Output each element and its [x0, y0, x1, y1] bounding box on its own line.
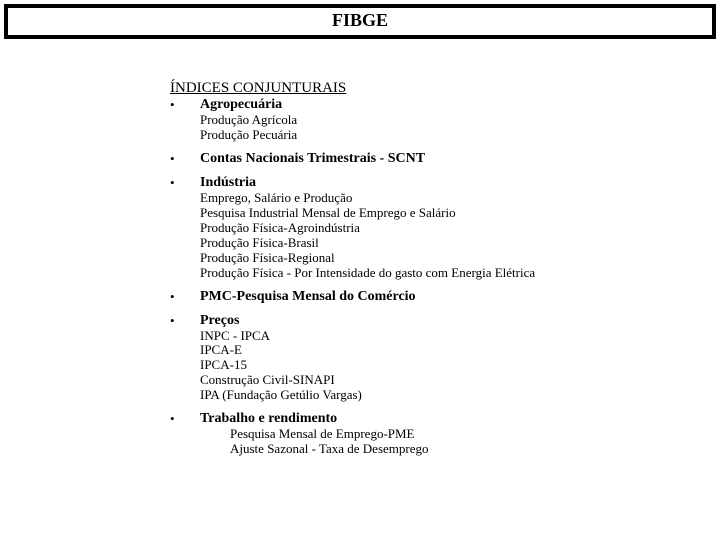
sub-list: INPC - IPCAIPCA-EIPCA-15Construção Civil…	[170, 329, 700, 404]
sub-item: Pesquisa Mensal de Emprego-PME	[230, 427, 700, 442]
bullet-row: •PMC-Pesquisa Mensal do Comércio	[170, 289, 700, 305]
bullet-dot: •	[170, 411, 200, 427]
bullet-item: •Contas Nacionais Trimestrais - SCNT	[170, 151, 700, 167]
bullet-label: Trabalho e rendimento	[200, 411, 337, 427]
sub-list: Emprego, Salário e ProduçãoPesquisa Indu…	[170, 191, 700, 281]
bullet-dot: •	[170, 175, 200, 191]
bullet-label: Preços	[200, 313, 239, 329]
header-box: FIBGE	[4, 4, 716, 39]
sub-item: IPA (Fundação Getúlio Vargas)	[200, 388, 700, 403]
bullet-label: Contas Nacionais Trimestrais - SCNT	[200, 151, 425, 167]
sub-item: IPCA-15	[200, 358, 700, 373]
bullet-item: •IndústriaEmprego, Salário e ProduçãoPes…	[170, 175, 700, 281]
bullet-list: •AgropecuáriaProdução AgrícolaProdução P…	[170, 97, 700, 457]
bullet-dot: •	[170, 313, 200, 329]
sub-list: Pesquisa Mensal de Emprego-PMEAjuste Saz…	[170, 427, 700, 457]
sub-item: Pesquisa Industrial Mensal de Emprego e …	[200, 206, 700, 221]
bullet-item: •Trabalho e rendimentoPesquisa Mensal de…	[170, 411, 700, 457]
sub-item: INPC - IPCA	[200, 329, 700, 344]
content-area: ÍNDICES CONJUNTURAIS •AgropecuáriaProduç…	[170, 80, 700, 465]
bullet-row: •Trabalho e rendimento	[170, 411, 700, 427]
sub-item: Construção Civil-SINAPI	[200, 373, 700, 388]
bullet-dot: •	[170, 151, 200, 167]
sub-item: Produção Agrícola	[200, 113, 700, 128]
sub-item: Ajuste Sazonal - Taxa de Desemprego	[230, 442, 700, 457]
bullet-label: Indústria	[200, 175, 256, 191]
bullet-dot: •	[170, 289, 200, 305]
bullet-label: PMC-Pesquisa Mensal do Comércio	[200, 289, 416, 305]
sub-list: Produção AgrícolaProdução Pecuária	[170, 113, 700, 143]
sub-item: Produção Física-Brasil	[200, 236, 700, 251]
sub-item: Produção Física-Agroindústria	[200, 221, 700, 236]
bullet-row: •Preços	[170, 313, 700, 329]
sub-item: Produção Física - Por Intensidade do gas…	[200, 266, 700, 281]
bullet-row: •Indústria	[170, 175, 700, 191]
bullet-item: •PMC-Pesquisa Mensal do Comércio	[170, 289, 700, 305]
header-title: FIBGE	[8, 10, 712, 31]
sub-item: Produção Física-Regional	[200, 251, 700, 266]
sub-item: Produção Pecuária	[200, 128, 700, 143]
bullet-dot: •	[170, 97, 200, 113]
bullet-row: •Contas Nacionais Trimestrais - SCNT	[170, 151, 700, 167]
sub-item: IPCA-E	[200, 343, 700, 358]
section-title: ÍNDICES CONJUNTURAIS	[170, 80, 700, 97]
bullet-item: •AgropecuáriaProdução AgrícolaProdução P…	[170, 97, 700, 143]
sub-item: Emprego, Salário e Produção	[200, 191, 700, 206]
bullet-row: •Agropecuária	[170, 97, 700, 113]
bullet-label: Agropecuária	[200, 97, 282, 113]
bullet-item: •PreçosINPC - IPCAIPCA-EIPCA-15Construçã…	[170, 313, 700, 404]
